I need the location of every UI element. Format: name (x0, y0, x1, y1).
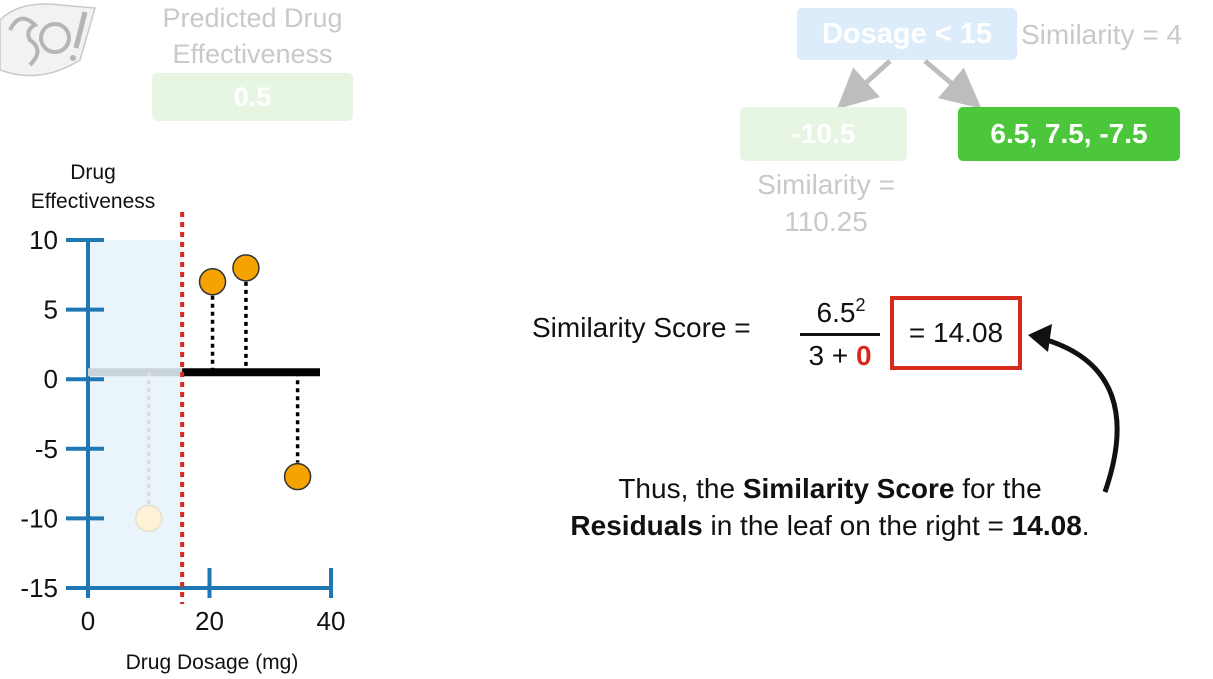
data-point-0 (135, 504, 163, 533)
tree-branch-arrows (836, 59, 982, 110)
conclusion-bold-value: 14.08 (1011, 510, 1082, 541)
y-tick-label: -5 (35, 434, 58, 464)
result-box: = 14.08 (890, 296, 1022, 370)
y-tick-label: 0 (44, 364, 58, 394)
x-tick-label: 20 (195, 606, 224, 636)
data-point-1 (198, 268, 227, 296)
conclusion-text: Thus, the Similarity Score for the Resid… (520, 470, 1140, 544)
conclusion-part1: Thus, the (618, 473, 736, 504)
formula-label: Similarity Score = (532, 312, 751, 343)
y-tick-label: -10 (20, 503, 58, 533)
conclusion-part2: for the (962, 473, 1042, 504)
left-similarity-line1: Similarity = (757, 169, 895, 200)
y-tick-label: 10 (29, 225, 58, 255)
numerator-base: 6.5 (816, 297, 856, 328)
x-tick-label: 40 (317, 606, 346, 636)
statquest-logo-icon (0, 3, 96, 77)
prediction-value: 0.5 (233, 81, 272, 112)
right-branch-arrow (923, 59, 982, 109)
conclusion-bold-similarity-score: Similarity Score (742, 473, 955, 504)
left-branch-arrow (836, 59, 892, 110)
x-tick-label: 0 (81, 606, 95, 636)
left-leaf-similarity: Similarity = 110.25 (740, 166, 912, 240)
left-leaf-node: -10.5 (740, 107, 907, 161)
lambda-value: 0 (855, 340, 872, 371)
y-tick-label: 5 (44, 295, 58, 325)
root-label: Dosage < 15 (821, 17, 993, 50)
right-leaf-values: 6.5, 7.5, -7.5 (990, 118, 1148, 149)
data-point-3 (283, 462, 312, 491)
data-point-2 (232, 254, 260, 282)
fraction-denominator: 3 + 0 (800, 340, 880, 372)
predicted-title-line2: Effectiveness (172, 39, 333, 69)
left-region-shading (88, 240, 183, 588)
result-value: = 14.08 (908, 317, 1004, 348)
x-axis-label: Drug Dosage (mg) (126, 651, 299, 674)
numerator-exponent: 2 (855, 295, 866, 315)
denominator-prefix: 3 + (808, 340, 849, 371)
fraction-bar (800, 333, 880, 336)
fraction-numerator: 6.52 (802, 295, 880, 329)
left-leaf-values: -10.5 (791, 118, 856, 149)
tree-root-node: Dosage < 15 (797, 8, 1017, 60)
conclusion-period: . (1081, 510, 1090, 541)
root-similarity: Similarity = 4 (1021, 19, 1183, 50)
predicted-effectiveness-title: Predicted Drug Effectiveness (140, 0, 365, 72)
right-leaf-node: 6.5, 7.5, -7.5 (958, 107, 1180, 161)
curved-arrow-icon (1028, 324, 1120, 493)
left-similarity-line2: 110.25 (784, 206, 868, 237)
predicted-title-line1: Predicted Drug (162, 3, 343, 33)
conclusion-bold-residuals: Residuals (570, 510, 703, 541)
y-tick-label: -15 (20, 573, 58, 603)
residuals-scatter-chart: 10 5 0 -5 -10 -15 0 20 40 Drug Effectiveness Drug D… (20, 161, 346, 674)
y-axis-label-line1: Drug (70, 161, 116, 184)
y-axis-label-line2: Effectiveness (31, 190, 156, 213)
prediction-value-box: 0.5 (152, 73, 353, 121)
conclusion-part3: in the leaf on the right = (710, 510, 1004, 541)
